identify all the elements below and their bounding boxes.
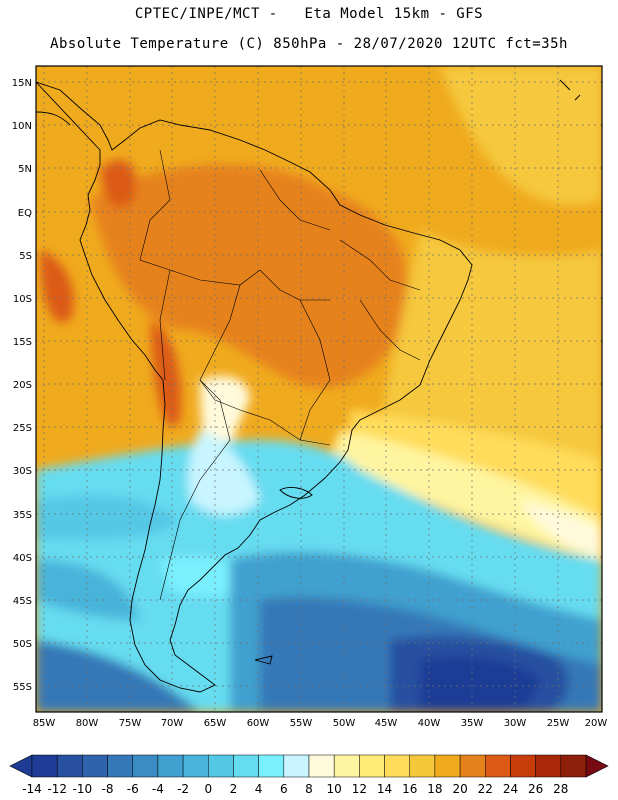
lon-label: 80W	[76, 718, 99, 729]
colorbar-label: 20	[452, 782, 468, 796]
lat-label: 45S	[13, 596, 32, 607]
colorbar-label: -8	[101, 782, 114, 796]
colorbar-swatch	[333, 754, 360, 778]
lat-label: 15N	[12, 78, 32, 89]
colorbar-label: 10	[326, 782, 342, 796]
colorbar-swatch	[107, 754, 133, 778]
colorbar-swatch	[434, 754, 461, 778]
colorbar-swatch	[233, 754, 259, 778]
latitude-axis: 15N 10N 5N EQ 5S 10S 15S 20S 25S 30S 35S…	[12, 78, 32, 693]
lat-label: 30S	[13, 466, 32, 477]
title-line-2: Absolute Temperature (C) 850hPa - 28/07/…	[50, 36, 568, 52]
title-line-1: CPTEC/INPE/MCT - Eta Model 15km - GFS	[134, 6, 484, 22]
lat-label: 35S	[13, 510, 32, 521]
colorbar-label: 26	[527, 782, 544, 796]
colorbar-label: 18	[427, 782, 443, 796]
lon-label: 35W	[461, 718, 484, 729]
colorbar-under-triangle	[9, 754, 33, 778]
lat-label: 10N	[12, 121, 32, 132]
lat-label: 20S	[13, 380, 32, 391]
colorbar-swatch	[31, 754, 58, 778]
lon-label: 75W	[119, 718, 142, 729]
longitude-axis: 85W 80W 75W 70W 65W 60W 55W 50W 45W 40W …	[33, 718, 608, 729]
lat-label: 40S	[13, 553, 32, 564]
colorbar-swatch	[485, 754, 511, 778]
colorbar-swatch	[409, 754, 436, 778]
lon-label: 55W	[290, 718, 313, 729]
colorbar-swatch	[82, 754, 108, 778]
lon-label: 85W	[33, 718, 56, 729]
colorbar	[9, 754, 609, 778]
lat-label: 55S	[13, 682, 32, 693]
colorbar-label: -10	[72, 782, 93, 796]
lat-label: 5N	[18, 164, 32, 175]
lon-label: 20W	[585, 718, 608, 729]
colorbar-swatch	[208, 754, 234, 778]
colorbar-label: -12	[47, 782, 67, 796]
colorbar-swatch	[359, 754, 385, 778]
lon-label: 30W	[504, 718, 527, 729]
graticule	[36, 66, 602, 712]
lon-label: 70W	[161, 718, 184, 729]
colorbar-swatch	[182, 754, 209, 778]
colorbar-label: 2	[229, 782, 238, 796]
colorbar-over-triangle	[585, 754, 609, 778]
lon-label: 25W	[547, 718, 570, 729]
colorbar-label: 14	[376, 782, 393, 796]
lon-label: 50W	[333, 718, 356, 729]
colorbar-swatch	[157, 754, 184, 778]
colorbar-label: 16	[402, 782, 418, 796]
colorbar-label: -6	[126, 782, 139, 796]
lat-label: 15S	[13, 337, 32, 348]
coastlines	[36, 79, 581, 693]
lon-label: 65W	[204, 718, 227, 729]
colorbar-label: 22	[477, 782, 493, 796]
colorbar-label: 6	[279, 782, 288, 796]
colorbar-label: 28	[553, 782, 569, 796]
colorbar-swatch	[384, 754, 410, 778]
colorbar-swatch	[510, 754, 536, 778]
colorbar-label: 4	[254, 782, 263, 796]
lat-label: 10S	[13, 294, 32, 305]
colorbar-label: 8	[305, 782, 313, 796]
temperature-field	[36, 66, 602, 712]
lat-label: 50S	[13, 639, 32, 650]
lat-label: 5S	[19, 251, 32, 262]
colorbar-swatch	[560, 754, 587, 778]
country-borders	[139, 149, 421, 601]
colorbar-swatch	[308, 754, 335, 778]
lon-label: 60W	[247, 718, 270, 729]
lon-label: 45W	[375, 718, 398, 729]
colorbar-swatch	[258, 754, 285, 778]
colorbar-swatch	[283, 754, 310, 778]
colorbar-swatch	[459, 754, 486, 778]
colorbar-label: -14	[22, 782, 42, 796]
map-frame	[35, 65, 603, 713]
colorbar-label: -2	[177, 782, 190, 796]
lat-label: 25S	[13, 423, 32, 434]
colorbar-label: -4	[151, 782, 164, 796]
colorbar-swatch	[132, 754, 159, 778]
lon-label: 40W	[418, 718, 441, 729]
colorbar-label: 24	[502, 782, 519, 796]
colorbar-swatch	[56, 754, 83, 778]
lat-label: EQ	[18, 208, 32, 219]
colorbar-label: 12	[351, 782, 367, 796]
colorbar-swatch	[535, 754, 562, 778]
colorbar-label: 0	[204, 782, 213, 796]
